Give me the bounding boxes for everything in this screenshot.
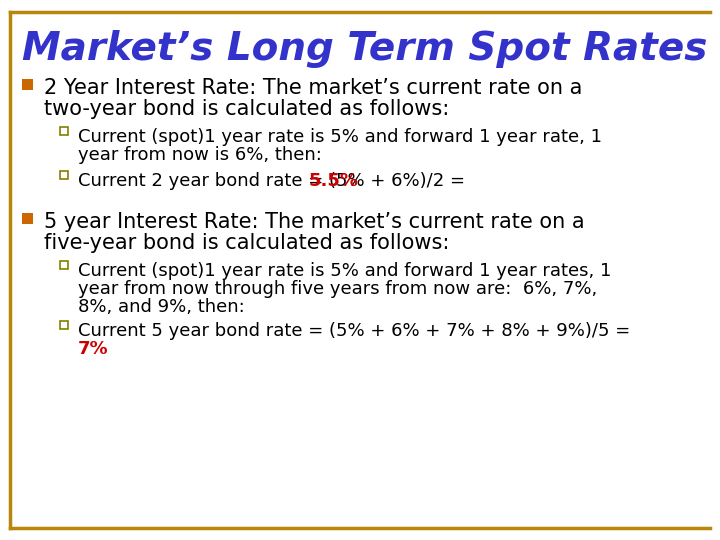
Text: 5 year Interest Rate: The market’s current rate on a: 5 year Interest Rate: The market’s curre… <box>44 212 585 232</box>
Bar <box>60 321 68 329</box>
Text: Current (spot)1 year rate is 5% and forward 1 year rate, 1: Current (spot)1 year rate is 5% and forw… <box>78 128 602 146</box>
Text: Market’s Long Term Spot Rates: Market’s Long Term Spot Rates <box>22 30 707 68</box>
Text: 2 Year Interest Rate: The market’s current rate on a: 2 Year Interest Rate: The market’s curre… <box>44 78 582 98</box>
Bar <box>22 213 33 224</box>
Text: 7%: 7% <box>78 340 109 358</box>
Text: year from now through five years from now are:  6%, 7%,: year from now through five years from no… <box>78 280 598 298</box>
Text: 5.5%: 5.5% <box>308 172 359 190</box>
Bar <box>60 171 68 179</box>
Bar <box>60 127 68 135</box>
Text: Current (spot)1 year rate is 5% and forward 1 year rates, 1: Current (spot)1 year rate is 5% and forw… <box>78 262 611 280</box>
Text: year from now is 6%, then:: year from now is 6%, then: <box>78 146 322 164</box>
Text: five-year bond is calculated as follows:: five-year bond is calculated as follows: <box>44 233 449 253</box>
Text: 8%, and 9%, then:: 8%, and 9%, then: <box>78 298 245 316</box>
Bar <box>22 79 33 90</box>
Text: two-year bond is calculated as follows:: two-year bond is calculated as follows: <box>44 99 449 119</box>
Text: Current 5 year bond rate = (5% + 6% + 7% + 8% + 9%)/5 =: Current 5 year bond rate = (5% + 6% + 7%… <box>78 322 630 340</box>
Bar <box>60 261 68 269</box>
Text: Current 2 year bond rate = (5% + 6%)/2 =: Current 2 year bond rate = (5% + 6%)/2 = <box>78 172 471 190</box>
